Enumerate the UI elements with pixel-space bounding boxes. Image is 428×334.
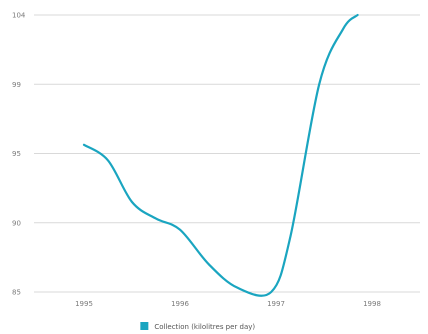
- x-axis-ticks: 1995 1996 1997 1998: [75, 300, 381, 308]
- y-tick-label: 104: [12, 12, 26, 20]
- legend[interactable]: Collection (kilolitres per day): [140, 322, 255, 331]
- x-tick-label: 1997: [267, 300, 285, 308]
- y-tick-label: 99: [12, 81, 21, 89]
- series-group: [82, 13, 359, 297]
- y-tick-label: 95: [12, 150, 21, 158]
- x-tick-label: 1996: [171, 300, 189, 308]
- y-tick-label: 90: [12, 219, 21, 227]
- legend-label[interactable]: Collection (kilolitres per day): [154, 323, 255, 331]
- y-axis-ticks: 85 90 95 99 104: [12, 12, 26, 297]
- legend-swatch[interactable]: [140, 322, 149, 330]
- x-tick-label: 1995: [75, 300, 93, 308]
- series-line-0: [82, 13, 359, 297]
- gridlines: [34, 14, 420, 293]
- x-tick-label: 1998: [363, 300, 381, 308]
- y-tick-label: 85: [12, 289, 21, 297]
